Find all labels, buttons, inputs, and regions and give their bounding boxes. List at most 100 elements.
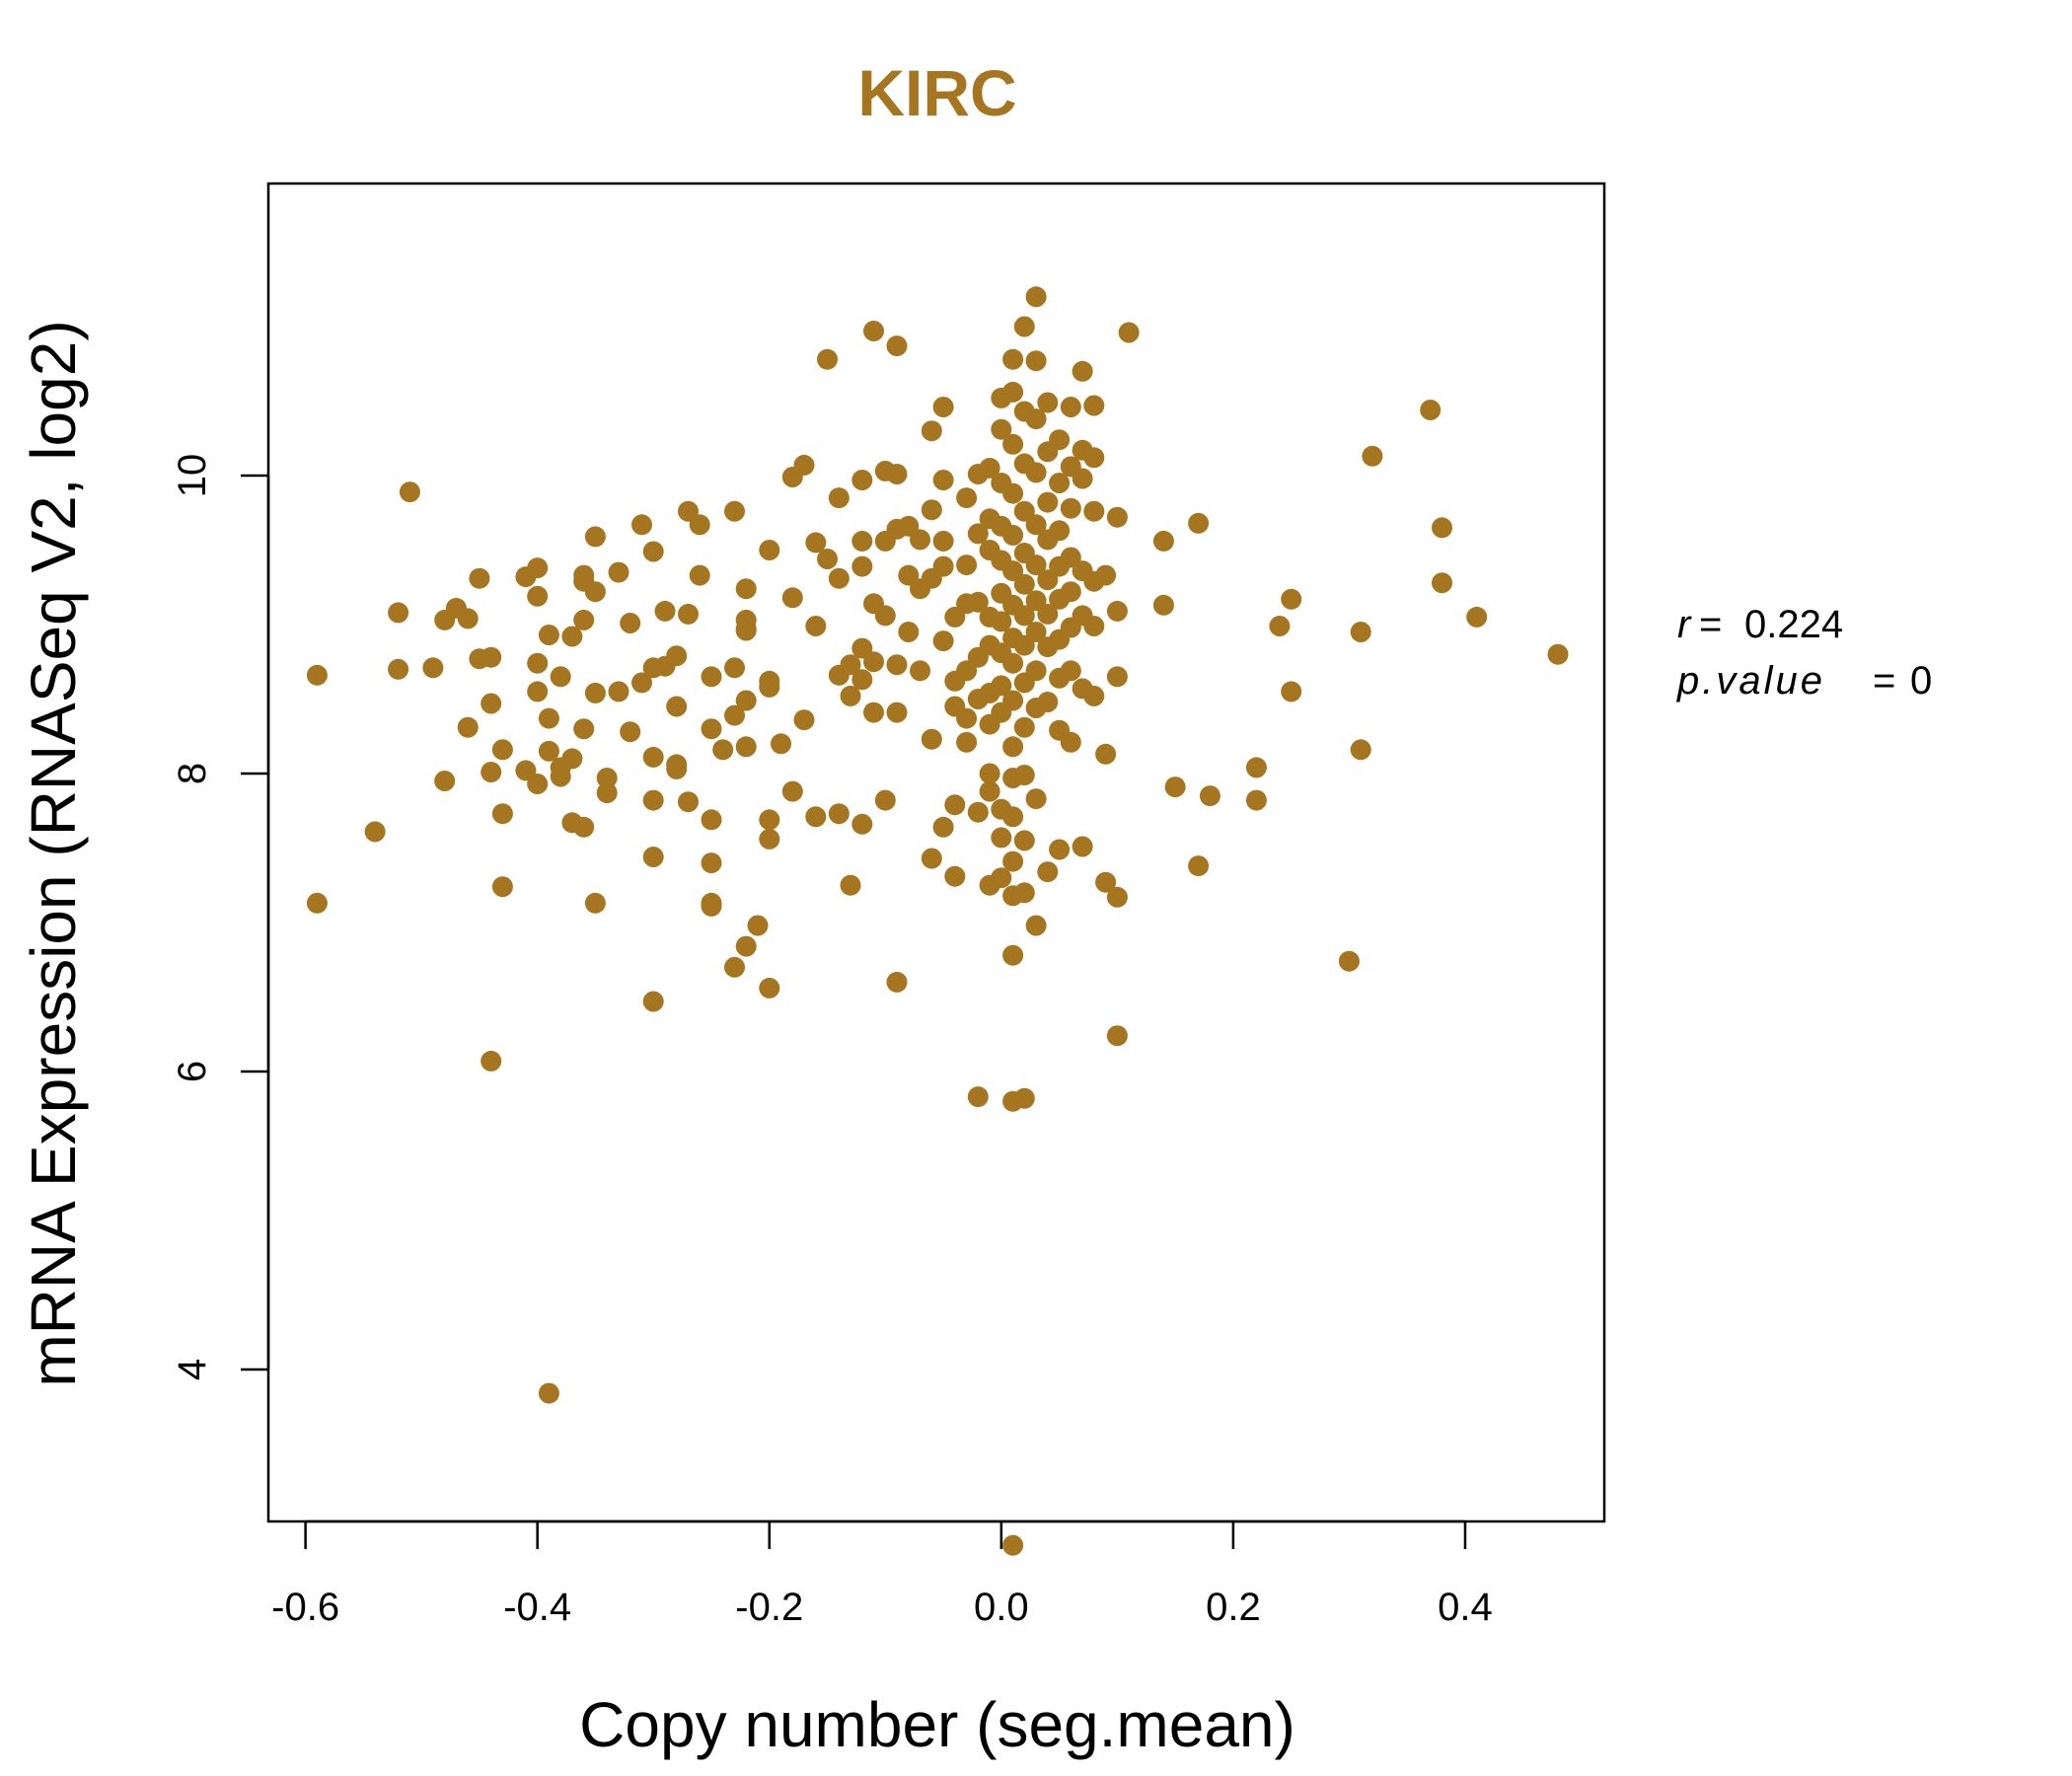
data-point — [584, 682, 606, 703]
data-point — [620, 613, 641, 633]
data-point — [1002, 944, 1024, 966]
data-point — [1281, 588, 1302, 610]
data-point — [1002, 433, 1024, 455]
data-point — [550, 666, 571, 688]
data-point — [561, 626, 583, 647]
data-point — [967, 591, 989, 613]
y-axis-title: mRNA Expression (RNASeq V2, log2) — [18, 320, 89, 1386]
data-point — [1106, 886, 1128, 908]
data-point — [701, 666, 722, 688]
x-tick-label: -0.2 — [735, 1586, 803, 1629]
data-point — [364, 821, 386, 843]
data-point — [1118, 322, 1140, 343]
data-point — [573, 718, 595, 740]
data-point — [759, 828, 780, 850]
data-point — [1025, 622, 1047, 642]
x-tick-label: -0.6 — [271, 1586, 339, 1629]
data-point — [666, 645, 688, 667]
data-point — [515, 760, 537, 781]
data-point — [1547, 643, 1569, 665]
data-point — [747, 915, 769, 936]
data-point — [1072, 360, 1093, 382]
data-point — [898, 515, 920, 537]
data-point — [538, 707, 559, 729]
r-value: 0.224 — [1744, 603, 1843, 646]
data-point — [759, 670, 780, 692]
data-point — [584, 892, 606, 914]
data-point — [932, 470, 954, 490]
data-point — [886, 335, 908, 357]
data-point — [596, 782, 618, 804]
data-point — [759, 809, 780, 831]
data-point — [1083, 616, 1105, 636]
data-point — [573, 564, 595, 586]
data-point — [631, 672, 652, 694]
data-point — [481, 1050, 502, 1072]
data-point — [1420, 400, 1442, 420]
data-point — [527, 774, 549, 794]
data-point — [991, 418, 1012, 440]
data-point — [654, 600, 676, 622]
data-point — [1037, 692, 1059, 712]
data-point — [956, 660, 978, 682]
data-point — [793, 709, 815, 731]
data-point — [1060, 397, 1081, 417]
x-axis-title: Copy number (seg.mean) — [579, 1689, 1295, 1760]
p-value: 0 — [1910, 659, 1932, 703]
data-point — [538, 1382, 559, 1404]
data-point — [1188, 512, 1210, 534]
y-tick-label: 6 — [171, 1061, 214, 1082]
data-point — [1049, 429, 1071, 451]
data-point — [1152, 530, 1174, 552]
data-point — [1060, 660, 1081, 682]
data-point — [886, 464, 908, 484]
data-point — [642, 746, 664, 768]
data-point — [851, 669, 873, 691]
data-point — [642, 789, 664, 811]
data-point — [1245, 789, 1267, 811]
data-point — [1025, 462, 1047, 483]
data-point — [805, 532, 827, 554]
data-point — [701, 718, 722, 740]
data-point — [481, 646, 502, 668]
data-point — [967, 523, 989, 545]
data-point — [701, 809, 722, 831]
data-point — [932, 397, 954, 417]
data-point — [1013, 882, 1035, 904]
data-point — [1350, 739, 1371, 761]
y-tick-label: 8 — [171, 763, 214, 784]
data-point — [689, 514, 710, 536]
data-point — [932, 816, 954, 838]
data-point — [584, 526, 606, 548]
data-point — [642, 991, 664, 1012]
data-point — [1025, 660, 1047, 682]
data-point — [666, 758, 688, 779]
data-point — [1106, 600, 1128, 622]
data-point — [457, 608, 479, 629]
data-point — [1037, 392, 1059, 413]
data-point — [921, 499, 942, 521]
data-point — [863, 321, 884, 341]
data-points — [306, 286, 1569, 1556]
data-point — [1362, 445, 1383, 467]
data-point — [921, 848, 942, 869]
data-point — [701, 852, 722, 874]
data-point — [527, 652, 549, 674]
data-point — [886, 971, 908, 993]
data-point — [1025, 788, 1047, 810]
data-point — [573, 609, 595, 630]
data-point — [1060, 581, 1081, 603]
data-point — [712, 739, 734, 761]
data-point — [840, 685, 861, 706]
data-point — [828, 487, 850, 509]
data-point — [991, 867, 1012, 889]
data-point — [701, 892, 722, 914]
x-tick-label: 0.4 — [1438, 1586, 1493, 1629]
data-point — [457, 716, 479, 738]
data-point — [1025, 286, 1047, 308]
data-point — [1049, 839, 1071, 860]
data-point — [874, 789, 896, 811]
p-label: p.value — [1676, 659, 1825, 703]
data-point — [921, 420, 942, 442]
data-point — [538, 625, 559, 645]
